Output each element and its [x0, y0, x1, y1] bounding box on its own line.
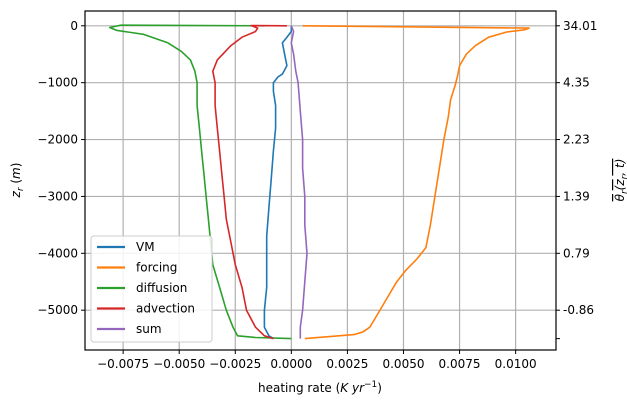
series-line-forcing	[302, 25, 530, 340]
y-axis-label: zr (m)	[9, 163, 26, 199]
series-line-sum	[290, 25, 308, 339]
x-tick-label: 0.0100	[495, 357, 537, 371]
legend-label-diffusion: diffusion	[136, 281, 187, 295]
x-tick-label: 0.0050	[382, 357, 424, 371]
series-line-advection	[212, 24, 287, 340]
y-axis-left: 0 −1000 −2000 −3000 −4000 −5000	[37, 19, 85, 317]
legend-label-VM: VM	[136, 240, 155, 254]
x-tick-label: −0.0075	[97, 357, 149, 371]
x-axis: −0.0075 −0.0050 −0.0025 0.0000 0.0025 0.0050 0…	[97, 350, 537, 371]
x-tick-label: 0.0000	[270, 357, 312, 371]
y-tick-label: −2000	[37, 133, 78, 147]
y-axis-right: 34.01 4.35 2.23 1.39 0.79 -0.86	[556, 19, 597, 340]
y-right-tick-label: 2.23	[563, 133, 590, 147]
series-line-diffusion	[108, 24, 292, 340]
legend-label-forcing: forcing	[136, 261, 177, 275]
y-tick-label: −1000	[37, 76, 78, 90]
legend-label-sum: sum	[136, 322, 162, 336]
series-layer	[108, 24, 530, 340]
y-tick-label: 0	[70, 19, 78, 33]
y-right-tick-label: 34.01	[563, 19, 597, 33]
y-right-tick-label: 0.79	[563, 246, 590, 260]
x-tick-label: −0.0050	[153, 357, 205, 371]
x-tick-label: 0.0075	[439, 357, 481, 371]
y-tick-label: −4000	[37, 246, 78, 260]
plot-frame	[84, 10, 557, 351]
y-tick-label: −5000	[37, 303, 78, 317]
y-right-tick-label: 4.35	[563, 76, 590, 90]
legend: VM forcing diffusion advection sum	[90, 235, 213, 343]
x-tick-label: 0.0025	[326, 357, 368, 371]
y-right-tick-label: -0.86	[563, 303, 594, 317]
legend-label-advection: advection	[136, 302, 195, 316]
series-line-VM	[263, 25, 293, 340]
y-tick-label: −3000	[37, 189, 78, 203]
x-axis-label: heating rate (K yr−1)	[258, 380, 382, 395]
x-tick-label: −0.0025	[209, 357, 261, 371]
y-axis-right-label: θr(zr, t)	[613, 159, 627, 202]
grid	[85, 11, 556, 350]
y-right-tick-label: 1.39	[563, 189, 590, 203]
legend-box	[90, 235, 213, 343]
